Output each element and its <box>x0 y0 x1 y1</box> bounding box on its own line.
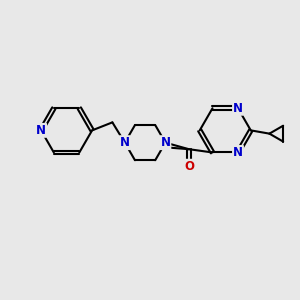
Text: N: N <box>233 146 243 159</box>
Text: N: N <box>233 102 243 115</box>
Text: N: N <box>120 136 130 149</box>
Text: N: N <box>160 136 170 149</box>
Text: O: O <box>184 160 194 173</box>
Text: N: N <box>36 124 46 137</box>
